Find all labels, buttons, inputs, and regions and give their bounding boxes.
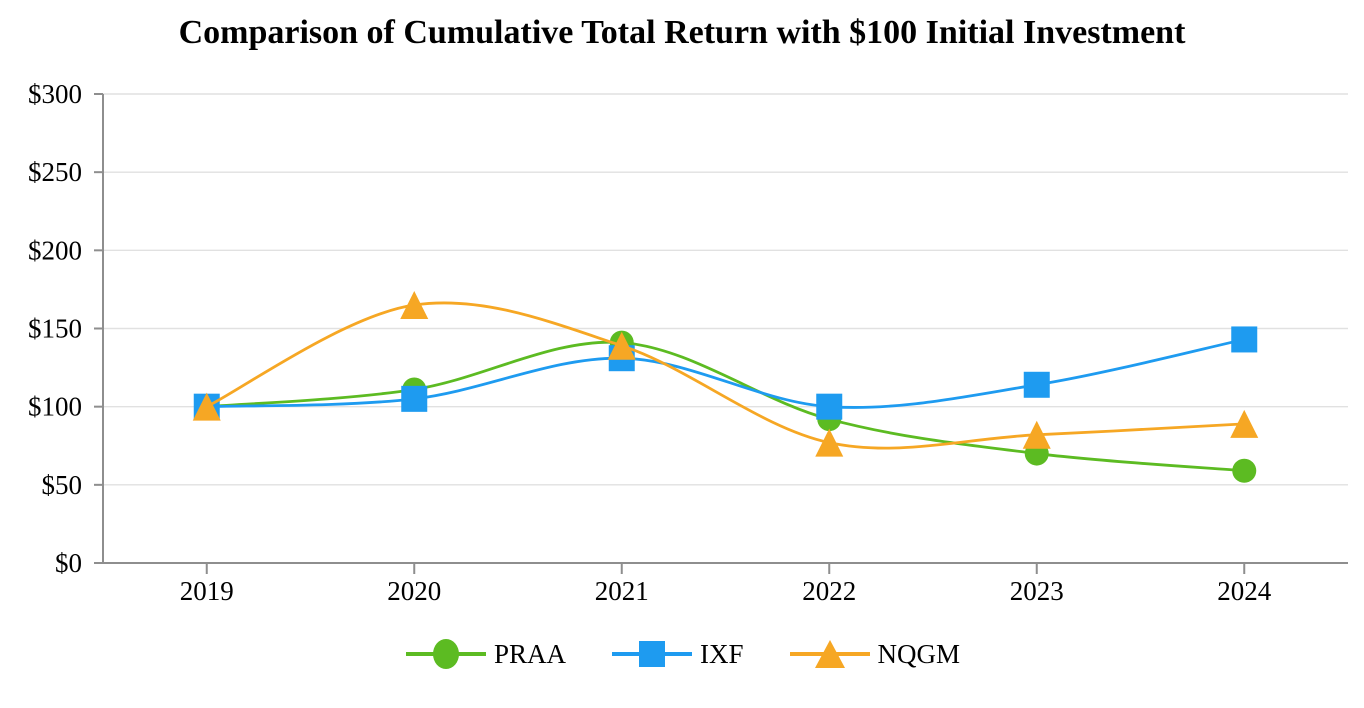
x-tick-label: 2024 bbox=[1217, 576, 1272, 606]
x-tick-label: 2023 bbox=[1010, 576, 1064, 606]
legend-item-ixf: IXF bbox=[610, 636, 744, 672]
marker-ixf-2022 bbox=[816, 393, 843, 420]
plot-area: $0 $50 $100 $150 $200 $250 $300 2019 2020 2021 202… bbox=[28, 79, 1348, 606]
marker-nqgm-2024 bbox=[1230, 409, 1259, 438]
legend-item-praa: PRAA bbox=[404, 636, 566, 672]
series-line-nqgm bbox=[206, 301, 1245, 450]
y-tick-label: $300 bbox=[28, 79, 82, 109]
x-tick-label: 2019 bbox=[180, 576, 234, 606]
marker-nqgm-2021 bbox=[607, 331, 636, 360]
marker-nqgm-2022 bbox=[815, 428, 844, 457]
y-tick-label: $50 bbox=[42, 470, 83, 500]
x-tick-label: 2022 bbox=[802, 576, 856, 606]
y-tick-label: $0 bbox=[55, 548, 82, 578]
marker-ixf-2024 bbox=[1231, 326, 1258, 353]
y-tick-label: $150 bbox=[28, 314, 82, 344]
marker-nqgm-2020 bbox=[400, 291, 429, 320]
chart-title: Comparison of Cumulative Total Return wi… bbox=[178, 14, 1186, 51]
nqgm-marker-icon bbox=[789, 640, 870, 668]
legend-label-ixf: IXF bbox=[700, 639, 744, 669]
marker-nqgm-2023 bbox=[1022, 420, 1051, 449]
x-tick-label: 2020 bbox=[387, 576, 441, 606]
y-tick-label: $250 bbox=[28, 157, 82, 187]
x-tick-label: 2021 bbox=[595, 576, 649, 606]
praa-marker-icon bbox=[405, 639, 486, 669]
legend-label-nqgm: NQGM bbox=[877, 639, 961, 669]
marker-nqgm-2019 bbox=[192, 392, 221, 421]
y-tick-label: $100 bbox=[28, 392, 82, 422]
legend-label-praa: PRAA bbox=[493, 639, 566, 669]
marker-ixf-2020 bbox=[401, 385, 428, 412]
legend-item-nqgm: NQGM bbox=[788, 636, 961, 672]
series-line-ixf bbox=[206, 338, 1245, 409]
legend: PRAA IXF NQGM bbox=[0, 636, 1364, 672]
marker-praa-2024 bbox=[1232, 458, 1257, 483]
y-tick-label: $200 bbox=[28, 235, 82, 265]
series-line-praa bbox=[206, 340, 1245, 473]
marker-ixf-2023 bbox=[1023, 371, 1050, 398]
ixf-marker-icon bbox=[612, 641, 692, 667]
